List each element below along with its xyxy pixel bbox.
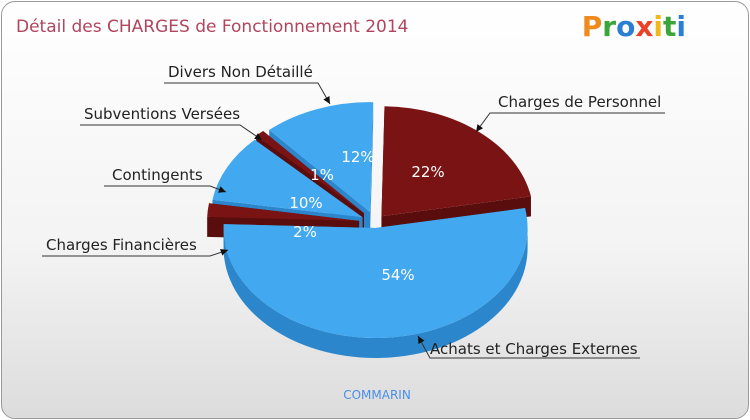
chart-title: Détail des CHARGES de Fonctionnement 201… [16, 17, 409, 37]
slice-category-label: Charges de Personnel [498, 93, 661, 111]
leader-line [104, 185, 227, 193]
slice-category-label: Divers Non Détaillé [168, 63, 313, 81]
leader-arrow [476, 124, 484, 132]
pie-slice-top [256, 131, 365, 214]
slice-percent-label: 10% [289, 194, 322, 212]
leader-line [164, 82, 331, 105]
leader-line [80, 124, 263, 141]
leader-arrow [323, 96, 330, 104]
pie-slice-wall [370, 102, 374, 233]
leader-line [475, 112, 665, 133]
pie-slice-top [269, 102, 374, 213]
slice-percent-label: 12% [341, 148, 374, 166]
slice-category-label: Charges Financières [46, 236, 197, 254]
slice-category-label: Subventions Versées [84, 105, 240, 123]
leader-arrow [218, 186, 226, 193]
slice-category-label: Contingents [112, 166, 203, 184]
slice-percent-label: 1% [310, 166, 334, 184]
slice-category-label: Achats et Charges Externes [430, 340, 638, 358]
pie-slice-top [223, 208, 528, 338]
leader-arrow [220, 248, 228, 256]
pie-slice-top [212, 139, 363, 218]
leader-line [417, 335, 640, 359]
pie-slice-side [223, 227, 528, 358]
proxiti-logo: Proxiti [581, 10, 686, 43]
slice-percent-label: 2% [293, 223, 317, 241]
pie-slice-top [207, 203, 360, 221]
leader-arrow [418, 336, 425, 344]
leader-arrow [254, 133, 262, 140]
pie-slice-top [381, 106, 531, 217]
slice-percent-label: 54% [381, 266, 414, 284]
commune-name: COMMARIN [343, 388, 411, 402]
pie-slice-achats-et-charges-externes [223, 208, 528, 358]
slice-percent-label: 22% [411, 163, 444, 181]
